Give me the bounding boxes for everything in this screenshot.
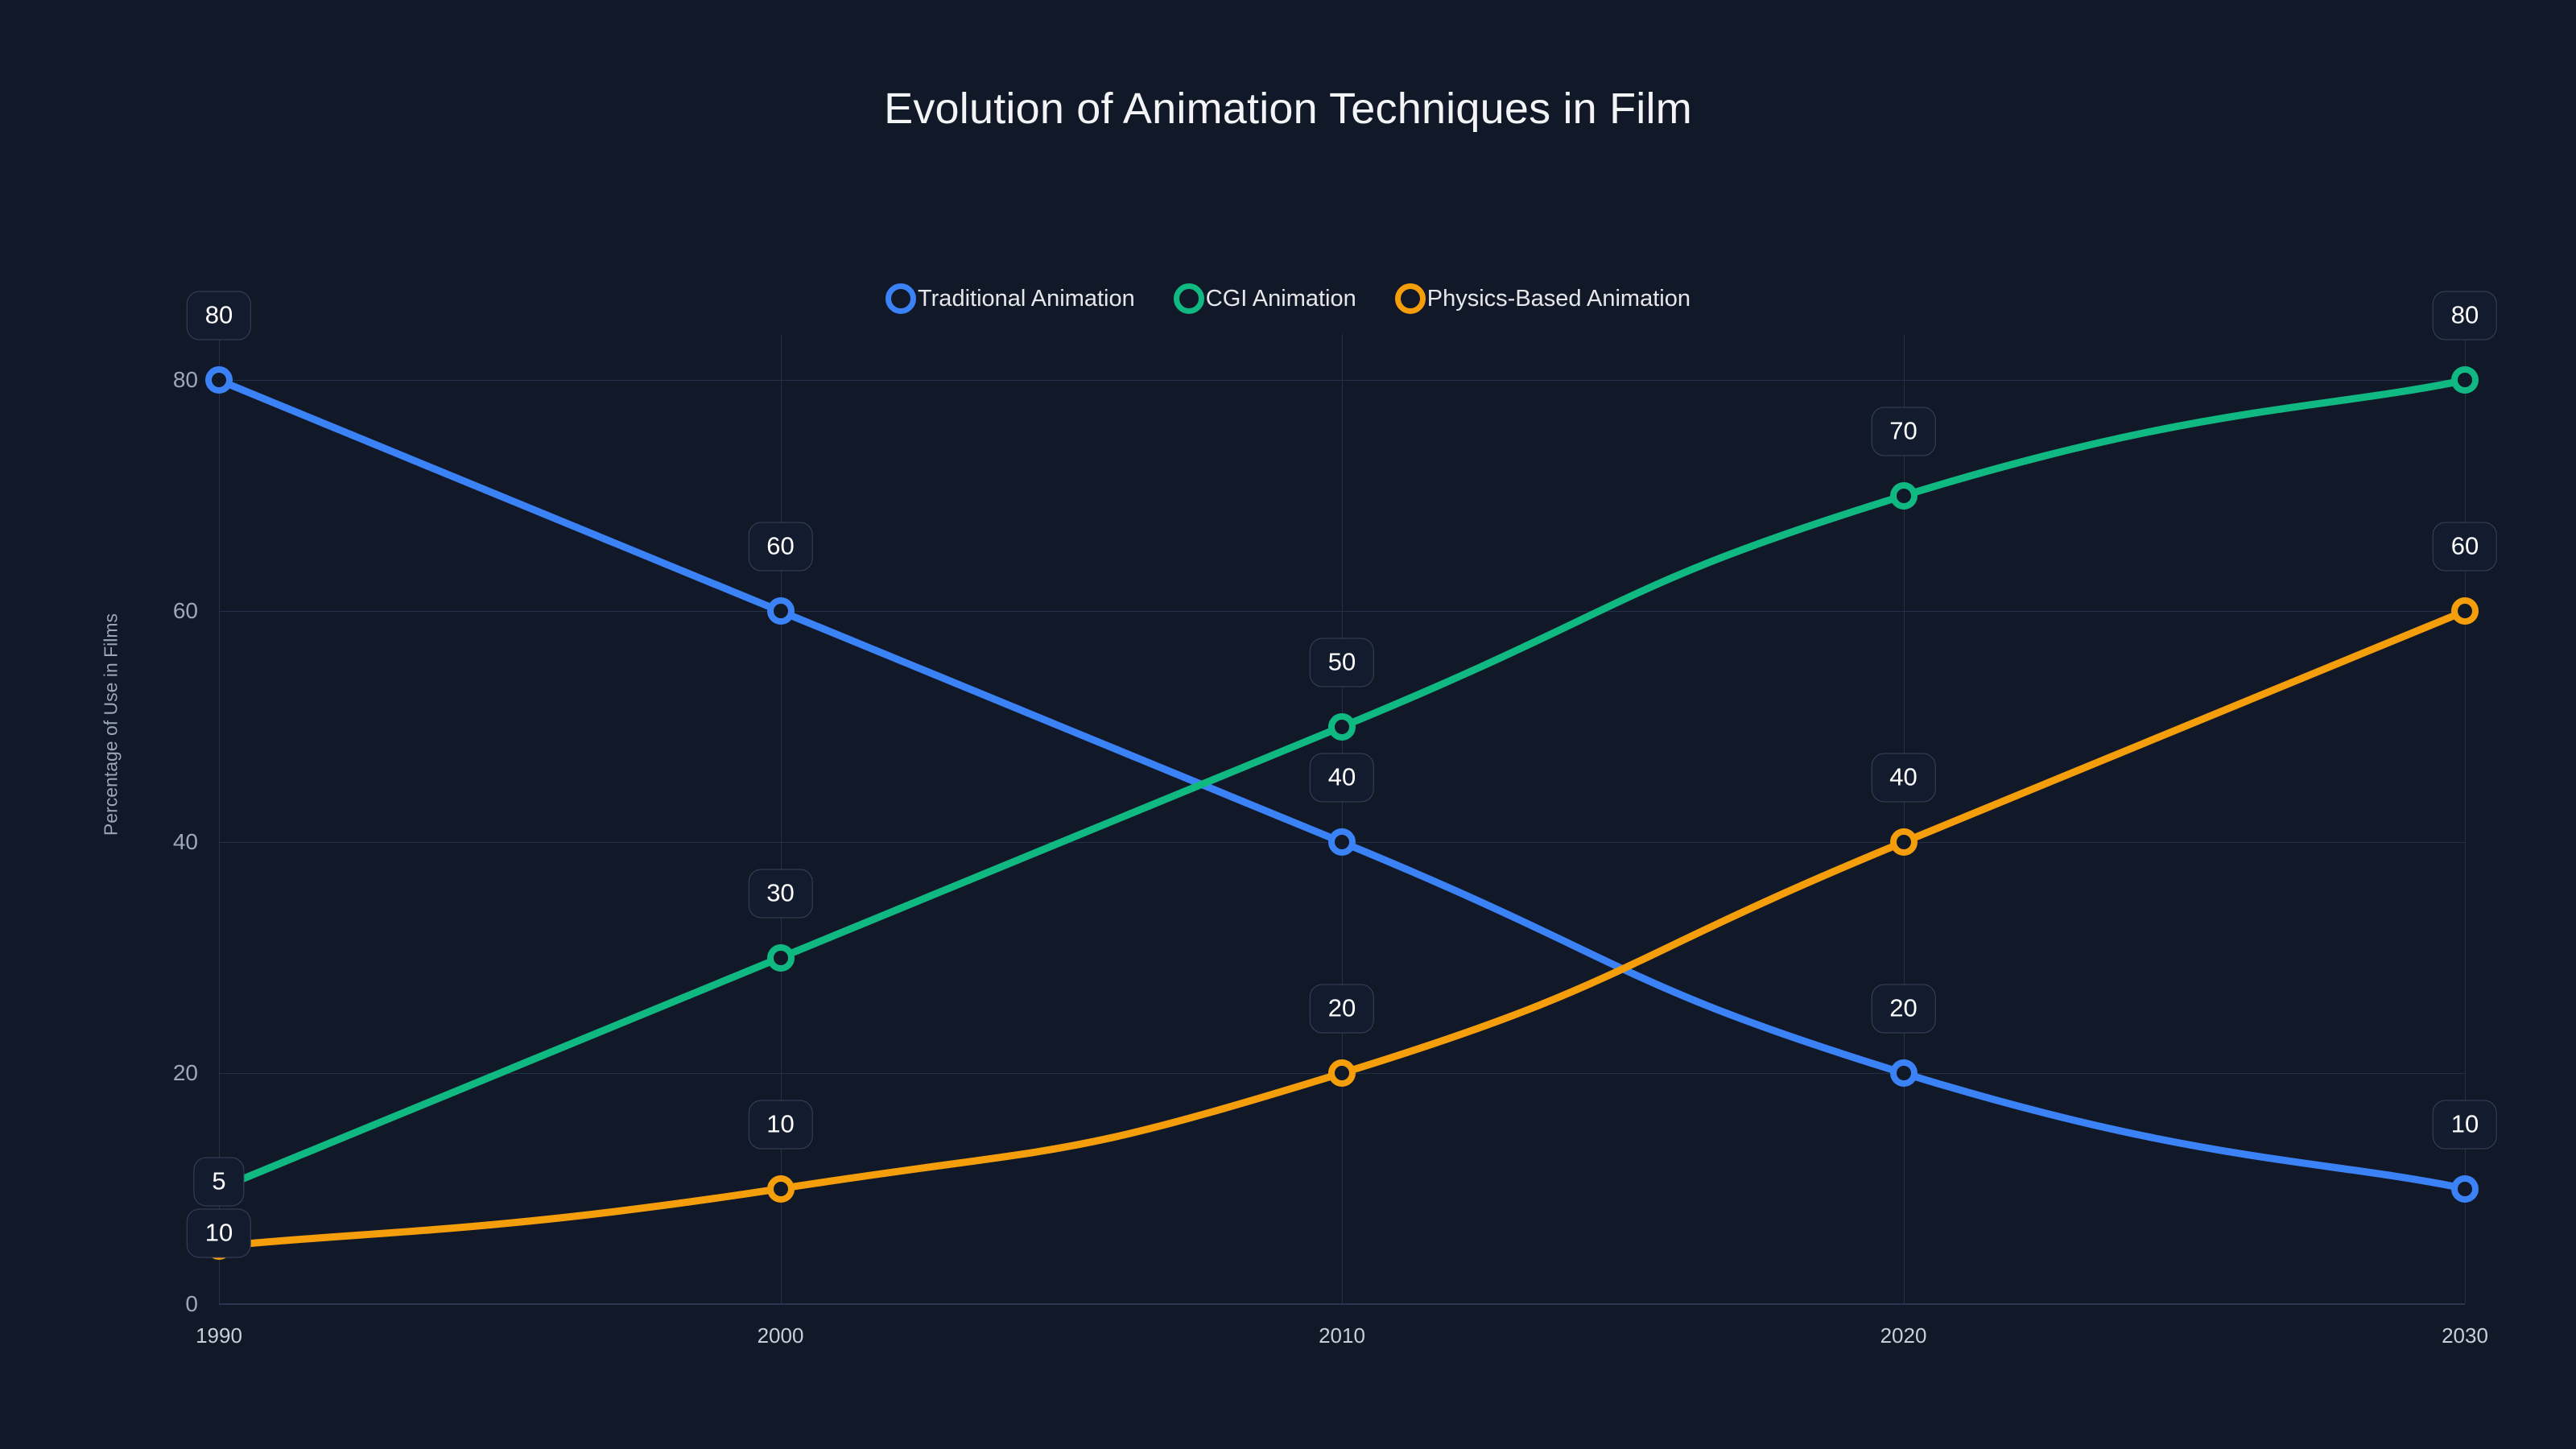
data-label: 80 — [186, 291, 252, 341]
y-tick-label: 40 — [172, 829, 198, 855]
x-tick-label: 2030 — [2442, 1323, 2488, 1348]
data-point-marker[interactable] — [2451, 1174, 2479, 1203]
legend-item-1[interactable]: CGI Animation — [1173, 283, 1356, 314]
x-tick-label: 1990 — [196, 1323, 242, 1348]
chart-title: Evolution of Animation Techniques in Fil… — [884, 85, 1692, 133]
data-point-marker[interactable] — [766, 1174, 795, 1203]
gridline-x-1990 — [219, 334, 220, 1304]
data-point-marker[interactable] — [2451, 366, 2479, 394]
gridline-x-2020 — [1903, 334, 1905, 1304]
data-label: 50 — [1309, 638, 1375, 687]
y-tick-label: 20 — [172, 1060, 198, 1086]
circle-outline-icon — [1394, 283, 1426, 314]
legend-label: Physics-Based Animation — [1426, 285, 1690, 312]
x-axis-line — [219, 1303, 2465, 1305]
y-tick-label: 80 — [172, 367, 198, 393]
data-label: 30 — [748, 869, 813, 919]
data-label: 40 — [1309, 753, 1375, 803]
data-label: 70 — [1871, 407, 1936, 456]
gridline-x-2010 — [1342, 334, 1343, 1304]
y-axis-title: Percentage of Use in Films — [100, 613, 122, 836]
chart-legend: Traditional Animation CGI Animation Physic… — [0, 283, 2576, 314]
y-tick-label: 60 — [172, 598, 198, 624]
data-label: 60 — [2432, 522, 2498, 572]
data-point-marker[interactable] — [1328, 828, 1356, 857]
data-point-marker[interactable] — [1328, 712, 1356, 741]
data-point-marker[interactable] — [1889, 828, 1918, 857]
data-point-marker[interactable] — [1889, 1059, 1918, 1088]
data-point-marker[interactable] — [1328, 1059, 1356, 1088]
data-label: 10 — [186, 1208, 252, 1258]
x-tick-label: 2000 — [757, 1323, 804, 1348]
data-point-marker[interactable] — [205, 366, 233, 394]
gridline-x-2030 — [2465, 334, 2466, 1304]
x-tick-label: 2010 — [1319, 1323, 1365, 1348]
x-tick-label: 2020 — [1880, 1323, 1927, 1348]
data-point-marker[interactable] — [2451, 597, 2479, 625]
data-label: 10 — [2432, 1100, 2498, 1150]
data-point-marker[interactable] — [766, 943, 795, 972]
data-label: 10 — [748, 1100, 813, 1150]
data-label: 60 — [748, 522, 813, 572]
data-label: 80 — [2432, 291, 2498, 341]
data-point-marker[interactable] — [1889, 481, 1918, 510]
data-label: 5 — [193, 1157, 245, 1207]
data-label: 20 — [1309, 984, 1375, 1034]
legend-label: Traditional Animation — [918, 285, 1135, 312]
line-series-2 — [215, 607, 2469, 1250]
data-label: 20 — [1871, 984, 1936, 1034]
gridline-x-2000 — [780, 334, 782, 1304]
legend-item-2[interactable]: Physics-Based Animation — [1394, 283, 1690, 314]
data-point-marker[interactable] — [766, 597, 795, 625]
y-tick-label: 0 — [185, 1291, 198, 1316]
circle-outline-icon — [886, 283, 917, 314]
legend-item-0[interactable]: Traditional Animation — [886, 283, 1135, 314]
legend-label: CGI Animation — [1205, 285, 1356, 312]
data-label: 40 — [1871, 753, 1936, 803]
series-lines — [215, 376, 2469, 1250]
plot-area: 80 60 40 20 10 10 30 50 70 80 5 10 20 40 60 0 20 40 60 80 … — [173, 291, 2498, 1348]
circle-outline-icon — [1173, 283, 1204, 314]
